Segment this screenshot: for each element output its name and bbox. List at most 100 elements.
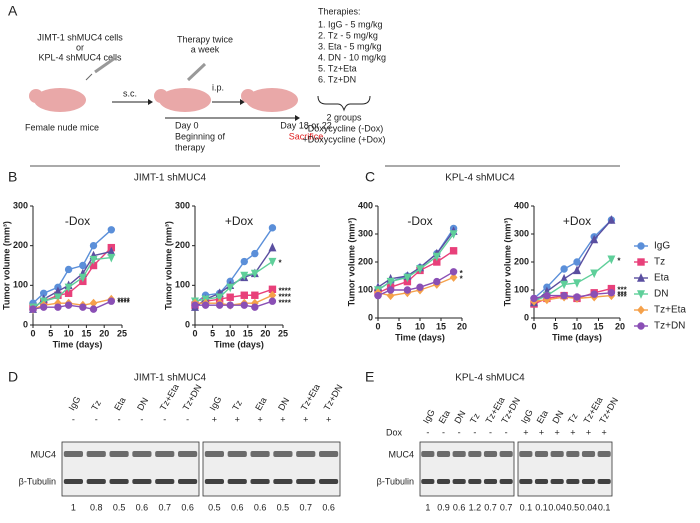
marker [543, 291, 551, 300]
band [155, 479, 175, 484]
significance: * [460, 269, 464, 278]
dox-sign: - [489, 427, 492, 437]
y-tick-label: 0 [368, 312, 373, 322]
panel-label: C [365, 169, 375, 185]
cells-text: JIMT-1 shMUC4 cells [37, 32, 123, 42]
y-tick-label: 200 [514, 256, 529, 266]
quant: 0.1 [535, 502, 548, 512]
y-tick-label: 400 [358, 200, 373, 210]
marker [240, 291, 248, 299]
band [519, 451, 533, 457]
x-tick-label: 0 [192, 328, 197, 338]
legend-label: Tz+DN [654, 321, 685, 332]
significance: *** [617, 290, 627, 299]
dox-sign: + [212, 414, 217, 424]
dox-sign: + [303, 414, 308, 424]
marker [89, 241, 98, 250]
marker [107, 297, 116, 305]
dox-sign: + [523, 427, 528, 437]
band [227, 479, 247, 484]
x-tick-label: 5 [553, 321, 558, 331]
x-tick-label: 25 [117, 328, 127, 338]
quant: 0.6 [254, 502, 267, 512]
marker [637, 322, 645, 330]
band [132, 479, 152, 484]
dox-sign: - [118, 414, 121, 424]
marker [89, 305, 98, 313]
marker [590, 269, 599, 279]
lane-label: Tz+DN [181, 383, 204, 412]
y-tick-label: 200 [13, 240, 28, 250]
x-axis-label: Time (days) [53, 339, 103, 349]
band [483, 479, 498, 484]
therapy-item: 4. DN - 10 mg/kg [318, 52, 386, 62]
series-line [377, 233, 455, 291]
brace [317, 95, 371, 112]
y-tick-label: 0 [23, 319, 28, 329]
marker [64, 265, 73, 274]
marker [54, 303, 62, 311]
marker [607, 215, 616, 224]
therapy-item: 6. Tz+DN [318, 74, 356, 84]
lane-label: Tz+DN [322, 383, 345, 412]
marker [107, 226, 116, 234]
marker [560, 280, 569, 290]
marker [607, 255, 616, 265]
dox-sign: + [602, 427, 607, 437]
x-tick-label: 25 [278, 328, 288, 338]
marker [215, 293, 224, 303]
row-label: MUC4 [30, 449, 56, 459]
marker [226, 283, 235, 293]
y-tick-label: 0 [185, 319, 190, 329]
mouse-head [29, 89, 43, 103]
lane-label: IgG [208, 395, 224, 413]
legend-label: DN [654, 289, 668, 300]
significance: **** [117, 298, 130, 307]
lane-label: Tz [230, 398, 244, 412]
lane-label: DN [135, 396, 150, 412]
band [109, 479, 129, 484]
marker [530, 294, 538, 303]
band [204, 451, 225, 457]
therapy-item: 2. Tz - 5 mg/kg [318, 30, 378, 40]
marker [449, 247, 458, 255]
marker [226, 301, 234, 309]
band [227, 451, 247, 457]
x-tick-label: 10 [415, 321, 425, 331]
blot [419, 441, 515, 497]
row-label: β-Tubulin [19, 476, 56, 486]
band [421, 479, 435, 484]
marker [268, 242, 277, 252]
dox-sign: - [72, 414, 75, 424]
x-tick-label: 15 [243, 328, 253, 338]
lane-label: Eta [253, 395, 268, 412]
band [550, 451, 564, 457]
marker [637, 258, 645, 266]
x-tick-label: 15 [81, 328, 91, 338]
quant: 0.8 [90, 502, 103, 512]
lane-label: Tz [566, 411, 580, 425]
dox-sign: - [163, 414, 166, 424]
row-label: MUC4 [388, 449, 414, 459]
dox-sign: + [586, 427, 591, 437]
marker [573, 293, 581, 301]
panel-label: A [8, 3, 18, 19]
sacrifice-text: Sacrifice [289, 131, 324, 141]
syringe [94, 56, 116, 74]
band [63, 451, 84, 457]
marker [89, 255, 98, 265]
marker [449, 230, 458, 239]
y-tick-label: 200 [175, 240, 190, 250]
band [63, 479, 84, 484]
marker [637, 290, 645, 299]
panel-label: B [8, 169, 17, 185]
marker [39, 303, 48, 311]
dox-sign: + [257, 414, 262, 424]
band [483, 451, 498, 457]
marker [573, 258, 581, 266]
marker [78, 273, 87, 283]
legend-label: Tz [654, 257, 665, 268]
marker [637, 242, 645, 250]
x-tick-label: 0 [30, 328, 35, 338]
